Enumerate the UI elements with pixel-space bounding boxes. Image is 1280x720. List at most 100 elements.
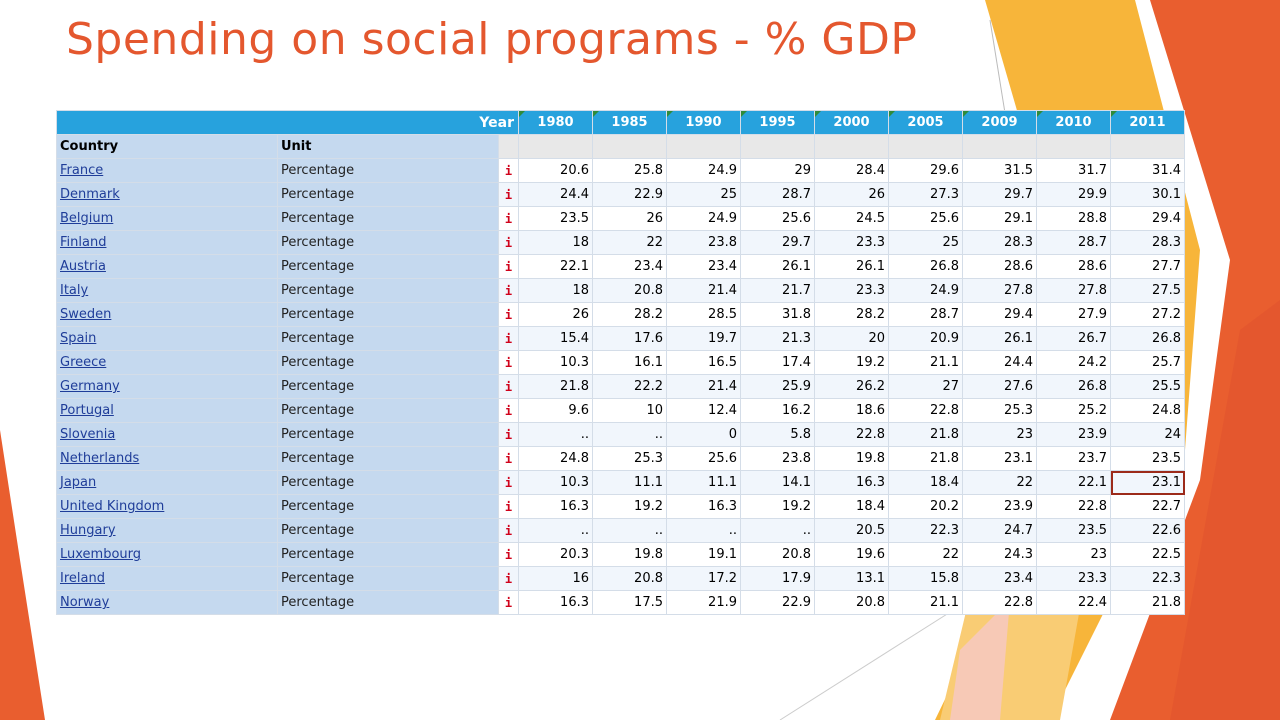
value-cell[interactable]: 26.7 (1036, 326, 1111, 351)
value-cell[interactable]: 16.3 (814, 470, 889, 495)
value-cell[interactable]: 24.9 (666, 206, 741, 231)
value-cell[interactable]: 31.7 (1036, 158, 1111, 183)
year-column-header[interactable]: 1980 (518, 110, 593, 135)
value-cell[interactable]: 24 (1110, 422, 1185, 447)
value-cell[interactable]: 21.9 (666, 590, 741, 615)
value-cell[interactable]: 21.8 (888, 446, 963, 471)
value-cell[interactable]: 24.3 (962, 542, 1037, 567)
value-cell[interactable]: 26.8 (1036, 374, 1111, 399)
value-cell[interactable]: 23.1 (962, 446, 1037, 471)
value-cell[interactable]: 23.5 (518, 206, 593, 231)
value-cell[interactable]: 16.3 (666, 494, 741, 519)
value-cell[interactable]: 23 (962, 422, 1037, 447)
value-cell[interactable]: 24.4 (962, 350, 1037, 375)
value-cell[interactable]: 11.1 (592, 470, 667, 495)
value-cell[interactable]: 29 (740, 158, 815, 183)
country-link[interactable]: Finland (56, 230, 278, 255)
value-cell[interactable]: 22.2 (592, 374, 667, 399)
country-link[interactable]: Sweden (56, 302, 278, 327)
value-cell[interactable]: 5.8 (740, 422, 815, 447)
country-link[interactable]: Norway (56, 590, 278, 615)
value-cell[interactable]: 24.8 (518, 446, 593, 471)
country-link[interactable]: Slovenia (56, 422, 278, 447)
value-cell[interactable]: 28.7 (1036, 230, 1111, 255)
year-column-header[interactable]: 1985 (592, 110, 667, 135)
value-cell[interactable]: 25 (666, 182, 741, 207)
value-cell[interactable]: 29.1 (962, 206, 1037, 231)
info-icon[interactable]: i (498, 182, 519, 207)
value-cell[interactable]: 24.2 (1036, 350, 1111, 375)
value-cell[interactable]: 23.5 (1110, 446, 1185, 471)
country-link[interactable]: Hungary (56, 518, 278, 543)
value-cell[interactable]: 25.3 (962, 398, 1037, 423)
value-cell[interactable]: 15.4 (518, 326, 593, 351)
value-cell[interactable]: 24.8 (1110, 398, 1185, 423)
value-cell[interactable]: 28.2 (592, 302, 667, 327)
value-cell[interactable]: 17.5 (592, 590, 667, 615)
value-cell[interactable]: 22 (888, 542, 963, 567)
country-link[interactable]: Spain (56, 326, 278, 351)
info-icon[interactable]: i (498, 590, 519, 615)
year-column-header[interactable]: 1990 (666, 110, 741, 135)
value-cell[interactable]: 17.2 (666, 566, 741, 591)
value-cell[interactable]: 22.9 (592, 182, 667, 207)
value-cell[interactable]: 22.4 (1036, 590, 1111, 615)
value-cell[interactable]: 19.6 (814, 542, 889, 567)
value-cell[interactable]: 25.7 (1110, 350, 1185, 375)
info-icon[interactable]: i (498, 206, 519, 231)
value-cell[interactable]: 24.9 (888, 278, 963, 303)
value-cell[interactable]: 27 (888, 374, 963, 399)
value-cell[interactable]: 25.5 (1110, 374, 1185, 399)
value-cell[interactable]: 24.4 (518, 182, 593, 207)
value-cell[interactable]: 25.6 (740, 206, 815, 231)
value-cell[interactable]: 25.8 (592, 158, 667, 183)
value-cell[interactable]: 26.1 (740, 254, 815, 279)
info-icon[interactable]: i (498, 350, 519, 375)
value-cell[interactable]: 18 (518, 230, 593, 255)
info-icon[interactable]: i (498, 158, 519, 183)
value-cell[interactable]: 22.7 (1110, 494, 1185, 519)
value-cell[interactable]: 23.3 (814, 278, 889, 303)
info-icon[interactable]: i (498, 254, 519, 279)
value-cell[interactable]: 20.9 (888, 326, 963, 351)
value-cell[interactable]: .. (518, 518, 593, 543)
value-cell[interactable]: 29.9 (1036, 182, 1111, 207)
country-link[interactable]: Denmark (56, 182, 278, 207)
value-cell[interactable]: 26.1 (962, 326, 1037, 351)
value-cell[interactable]: 22.8 (888, 398, 963, 423)
value-cell[interactable]: 28.4 (814, 158, 889, 183)
value-cell[interactable]: 19.8 (592, 542, 667, 567)
value-cell[interactable]: 20.3 (518, 542, 593, 567)
value-cell[interactable]: .. (592, 518, 667, 543)
value-cell[interactable]: 28.5 (666, 302, 741, 327)
country-link[interactable]: Japan (56, 470, 278, 495)
value-cell[interactable]: 23.9 (1036, 422, 1111, 447)
year-column-header[interactable]: 2005 (888, 110, 963, 135)
year-column-header[interactable]: 2011 (1110, 110, 1185, 135)
value-cell[interactable]: 30.1 (1110, 182, 1185, 207)
value-cell[interactable]: 31.4 (1110, 158, 1185, 183)
year-column-header[interactable]: 2009 (962, 110, 1037, 135)
value-cell[interactable]: 23.4 (962, 566, 1037, 591)
value-cell[interactable]: 9.6 (518, 398, 593, 423)
info-icon[interactable]: i (498, 398, 519, 423)
value-cell[interactable]: 23.8 (666, 230, 741, 255)
value-cell[interactable]: 23.8 (740, 446, 815, 471)
value-cell[interactable]: 22 (962, 470, 1037, 495)
country-link[interactable]: Italy (56, 278, 278, 303)
value-cell[interactable]: 17.6 (592, 326, 667, 351)
value-cell[interactable]: 21.1 (888, 350, 963, 375)
value-cell[interactable]: 26.2 (814, 374, 889, 399)
year-column-header[interactable]: 1995 (740, 110, 815, 135)
value-cell[interactable]: 18.4 (814, 494, 889, 519)
value-cell[interactable]: 20.5 (814, 518, 889, 543)
info-icon[interactable]: i (498, 470, 519, 495)
value-cell[interactable]: 19.8 (814, 446, 889, 471)
value-cell[interactable]: 29.7 (740, 230, 815, 255)
value-cell[interactable]: 25.9 (740, 374, 815, 399)
value-cell[interactable]: 23.4 (592, 254, 667, 279)
value-cell[interactable]: 16.2 (740, 398, 815, 423)
value-cell[interactable]: 29.4 (962, 302, 1037, 327)
country-link[interactable]: Greece (56, 350, 278, 375)
value-cell[interactable]: 0 (666, 422, 741, 447)
